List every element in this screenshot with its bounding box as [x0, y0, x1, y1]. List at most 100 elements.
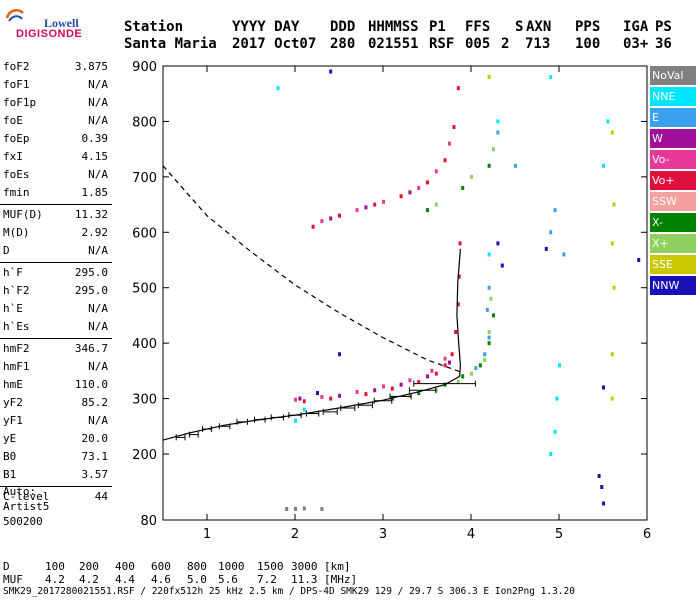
data-point-vo-	[355, 208, 359, 213]
param-key: hmF1	[3, 360, 30, 373]
param-divider	[0, 262, 112, 263]
param-value: 1.85	[81, 186, 109, 199]
data-point-vo-	[320, 394, 324, 399]
data-point-vo-	[434, 371, 438, 376]
data-point-x-	[470, 371, 473, 376]
data-point-nnw	[338, 352, 341, 357]
legend-item-x-: X+	[650, 234, 696, 253]
param-key: foEp	[3, 132, 30, 145]
data-point-vo-	[382, 199, 385, 204]
data-point-nne	[602, 163, 605, 168]
x-tick-label: 5	[555, 527, 563, 542]
header-label: FFS	[465, 19, 491, 35]
data-point-e	[485, 307, 489, 312]
data-point-e	[483, 352, 487, 357]
param-value: 4.15	[81, 150, 109, 163]
muf-cell: 200	[79, 560, 99, 573]
muf-cell: 11.3	[291, 573, 318, 586]
polarization-legend: NoVal NNE E W Vo- Vo+ SSW X- X+ SSE NNW	[650, 66, 696, 297]
param-value: N/A	[88, 168, 108, 181]
y-tick-label: 200	[132, 448, 157, 463]
muf-row-label: MUF	[3, 573, 23, 586]
header-label: HHMMSS	[368, 19, 419, 35]
data-point-sse	[610, 396, 614, 401]
param-key: foEs	[3, 168, 30, 181]
data-point-x-	[456, 379, 460, 384]
data-point-vo-	[364, 392, 368, 397]
data-point-e	[487, 335, 491, 340]
param-value: N/A	[88, 320, 108, 333]
param-row: hmE 110.0	[0, 376, 112, 394]
param-key: C-level	[3, 490, 50, 503]
data-point-vo-	[417, 185, 421, 190]
param-key: yF1	[3, 414, 23, 427]
param-value: 2.92	[81, 226, 109, 239]
data-point-vo-	[456, 302, 460, 307]
data-point-vo-	[456, 86, 460, 91]
param-row: foF2 3.875	[0, 58, 112, 76]
param-value: 346.7	[74, 342, 108, 355]
data-point-sse	[610, 352, 614, 357]
header-value: Santa Maria	[124, 36, 217, 52]
data-point-x-	[417, 391, 421, 396]
param-value: 3.875	[74, 60, 108, 73]
x-tick-label: 2	[291, 527, 299, 542]
muf-row-label: D	[3, 560, 10, 573]
param-row: hmF2 346.7	[0, 340, 112, 358]
param-key: foF1	[3, 78, 30, 91]
data-point-vo-	[457, 274, 461, 279]
y-tick-label: 800	[132, 115, 157, 130]
param-row: foF1 N/A	[0, 76, 112, 94]
data-point-w	[329, 216, 333, 221]
file-info-footer: SMK29_2017280021551.RSF / 220fx512h 25 k…	[3, 586, 575, 597]
auto-program: Artist5	[3, 500, 50, 513]
param-key: foF2	[3, 60, 30, 73]
data-point-x-	[461, 374, 465, 379]
data-point-nne	[496, 119, 500, 124]
param-value: N/A	[88, 96, 108, 109]
y-tick-label: 80	[140, 514, 157, 529]
param-row: hmF1 N/A	[0, 358, 112, 376]
param-key: fxI	[3, 150, 23, 163]
data-point-e	[487, 285, 491, 290]
data-point-nne	[606, 119, 610, 124]
data-point-sse	[612, 202, 616, 207]
data-point-vo-	[443, 158, 447, 163]
param-divider	[0, 204, 112, 205]
param-row: h`Es N/A	[0, 318, 112, 336]
data-point-sse	[612, 285, 616, 290]
param-row: h`F2 295.0	[0, 282, 112, 300]
data-point-x-	[408, 393, 412, 398]
data-point-nnw	[500, 263, 504, 268]
y-tick-label: 300	[132, 393, 157, 408]
header-label: P1	[429, 19, 446, 35]
param-key: fmin	[3, 186, 30, 199]
data-point-x-	[478, 363, 482, 368]
legend-item-nnw: NNW	[650, 276, 696, 295]
data-point-nne	[487, 252, 491, 257]
data-point-nne	[555, 396, 559, 401]
param-value: 3.57	[81, 468, 109, 481]
data-point-vo-	[434, 169, 438, 174]
muf-cell: [km]	[324, 560, 351, 573]
data-point-vo-	[302, 399, 306, 404]
data-point-noval	[302, 506, 306, 511]
param-key: B0	[3, 450, 17, 463]
data-point-vo-	[450, 352, 454, 357]
param-value: 44	[94, 490, 108, 503]
legend-item-sse: SSE	[650, 255, 696, 274]
header-label: PPS	[575, 19, 601, 35]
x-tick-label: 6	[643, 527, 651, 542]
param-row: yE 20.0	[0, 430, 112, 448]
muf-cell: 1500	[257, 560, 284, 573]
muf-cell: 4.2	[45, 573, 65, 586]
data-point-vo-	[294, 397, 297, 402]
header-value: 280	[330, 36, 356, 52]
muf-cell: 4.2	[79, 573, 99, 586]
param-key: h`F	[3, 266, 23, 279]
header-label: S	[515, 19, 524, 35]
electron-density-profile-curve	[162, 165, 463, 374]
data-point-x-	[487, 341, 491, 346]
muf-cell: 3000	[291, 560, 318, 573]
param-key: MUF(D)	[3, 208, 43, 221]
